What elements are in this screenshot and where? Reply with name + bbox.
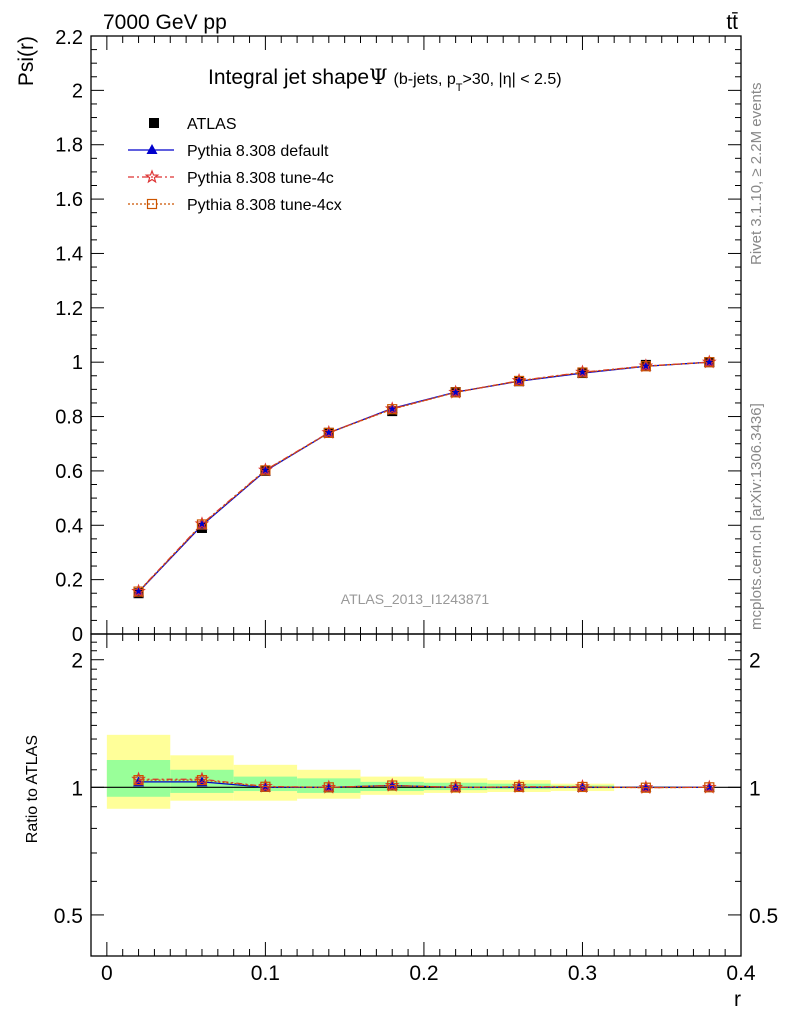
upper-tune4cx-point-9 [704, 357, 715, 368]
title-main: Integral jet shape [208, 66, 369, 89]
lower-tune4cx-point-5 [450, 782, 461, 793]
upper-ytick-label: 1.8 [55, 135, 83, 157]
legend-entry-tune4c: Pythia 8.308 tune-4c [128, 169, 334, 187]
upper-ytick-label: 0 [72, 624, 83, 646]
upper-ytick-label: 0.2 [55, 570, 83, 592]
legend-label-tune4cx: Pythia 8.308 tune-4cx [187, 197, 342, 214]
upper-tune4cx-point-0 [133, 586, 144, 597]
upper-ytick-label: 2.2 [55, 27, 83, 49]
legend-marker-tune4cx [146, 198, 158, 210]
upper-ytick-label: 0.4 [55, 515, 83, 537]
x-axis-label: r [734, 988, 741, 1011]
lower-tune4cx-point-9 [704, 782, 715, 793]
process-label: tt̄ [726, 11, 738, 34]
lower-ytick-label-left: 1 [71, 777, 83, 800]
upper-y-axis-label: Psi(r) [15, 36, 38, 86]
lower-tune4cx-point-3 [323, 782, 334, 793]
upper-tune4cx-point-6 [513, 375, 525, 387]
lower-ytick-label-right: 0.5 [749, 905, 778, 928]
legend-marker-atlas [149, 118, 159, 128]
title-cuts-sub: T [456, 82, 463, 94]
upper-ytick-label: 0.8 [55, 407, 83, 429]
legend-entry-atlas: ATLAS [149, 116, 237, 133]
analysis-label: ATLAS_2013_I1243871 [341, 591, 490, 607]
lower-tune4cx-point-1 [196, 775, 208, 786]
upper-panel [131, 354, 717, 599]
lower-line-tune4cx [138, 779, 710, 789]
upper-tune4cx-point-3 [323, 427, 334, 438]
xtick-label: 0.3 [568, 962, 597, 985]
legend-marker-tune4c [144, 169, 160, 184]
energy-label: 7000 GeV pp [103, 11, 227, 34]
legend-label-tune4c: Pythia 8.308 tune-4c [187, 170, 334, 187]
source-label: mcplots.cern.ch [arXiv:1306.3436] [748, 403, 765, 630]
upper-ytick-label: 2 [72, 80, 83, 102]
lower-ytick-label-right: 2 [749, 650, 761, 673]
upper-ytick-label: 1 [72, 352, 83, 374]
upper-ytick-label: 1.6 [55, 189, 83, 211]
upper-tune4cx-point-1 [196, 519, 208, 530]
plot-title: Integral jet shapeΨ (b-jets, pT>30, |η| <… [208, 65, 562, 94]
upper-tune4cx-point-5 [450, 387, 461, 398]
rivet-label: Rivet 3.1.10, ≥ 2.2M events [748, 83, 765, 266]
lower-panel [91, 771, 741, 794]
lower-tune4cx-point-7 [577, 781, 588, 793]
upper-ytick-label: 1.2 [55, 298, 83, 320]
xtick-label: 0.4 [726, 962, 756, 985]
upper-ytick-label: 0.6 [55, 461, 83, 483]
upper-line-tune4cx [138, 361, 710, 593]
upper-tune4cx-point-4 [387, 404, 398, 415]
lower-y-axis-label: Ratio to ATLAS [24, 735, 41, 843]
upper-tune4cx-point-7 [577, 367, 588, 378]
legend-label-atlas: ATLAS [187, 116, 237, 133]
lower-tune4cx-point-4 [387, 780, 398, 791]
lower-bands [106, 734, 678, 809]
lower-tune4cx-point-8 [640, 782, 651, 793]
lower-ytick-label-left: 0.5 [54, 905, 83, 928]
title-cuts-b: >30, |η| < 2.5) [463, 71, 562, 88]
upper-line-tune4c [138, 361, 710, 592]
lower-tune4cx-point-6 [513, 781, 525, 793]
lower-tune4cx-point-0 [133, 775, 144, 786]
upper-ytick-label: 1.4 [55, 243, 83, 265]
lower-ytick-label-right: 1 [749, 777, 761, 800]
title-cuts-a: (b-jets, p [394, 71, 456, 88]
upper-tune4cx-point-8 [640, 361, 651, 372]
legend-entry-tune4cx: Pythia 8.308 tune-4cx [128, 197, 342, 214]
lower-tune4cx-point-2 [260, 781, 271, 792]
xtick-label: 0.2 [409, 962, 438, 985]
legend-marker-default [146, 144, 158, 154]
lower-ytick-label-left: 2 [71, 650, 83, 673]
title-symbol: Ψ [369, 65, 387, 89]
upper-line-default [138, 361, 710, 593]
ticks: 0 0.2 0.4 0.6 0.8 1 1.2 1.4 1.6 1.8 2 2.2 0.5 0.5 1 1 2 2… [54, 27, 778, 985]
upper-tune4cx-point-2 [260, 465, 271, 476]
legend-entry-default: Pythia 8.308 default [128, 143, 329, 160]
legend: ATLAS Pythia 8.308 default Pythia 8.308 … [128, 116, 342, 214]
lower-frame [90, 633, 742, 957]
legend-label-default: Pythia 8.308 default [187, 143, 329, 160]
xtick-label: 0 [101, 962, 113, 985]
xtick-label: 0.1 [251, 962, 280, 985]
